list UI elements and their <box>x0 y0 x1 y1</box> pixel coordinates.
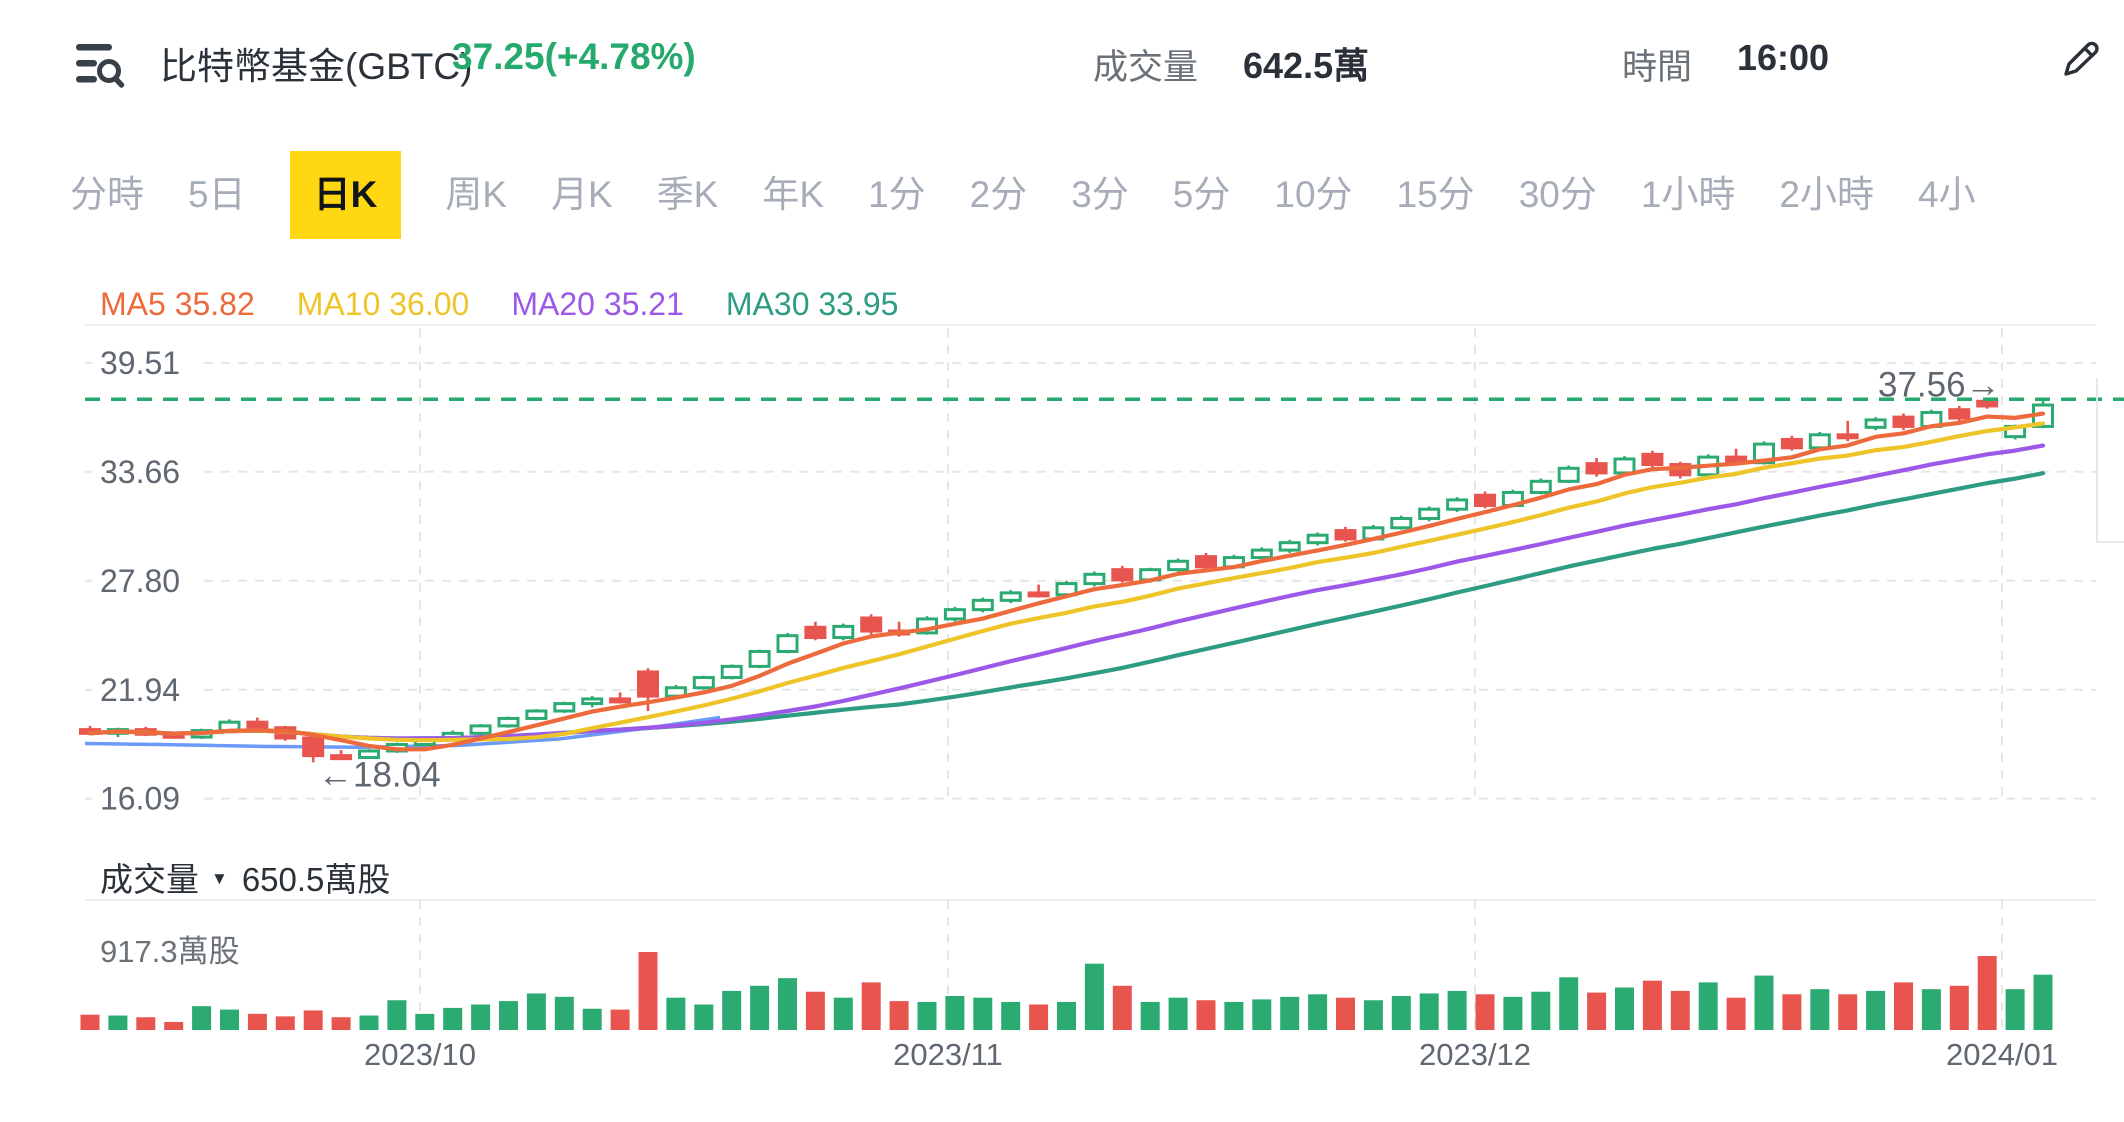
x-axis-month-label: 2023/12 <box>1419 1037 1531 1072</box>
candlestick-chart[interactable]: 39.51 33.66 27.80 21.94 16.09 37.56→ ←18.04 <box>0 318 2124 820</box>
tab-1小時[interactable]: 1小時 <box>1640 174 1736 215</box>
tab-周K[interactable]: 周K <box>445 174 507 215</box>
tab-3分[interactable]: 3分 <box>1071 174 1129 215</box>
ma-legend-item: MA10 36.00 <box>296 286 470 322</box>
tab-5分[interactable]: 5分 <box>1172 174 1231 215</box>
tab-1分[interactable]: 1分 <box>868 174 926 215</box>
edit-pencil-icon[interactable] <box>2058 34 2106 82</box>
volume-pane-header: 成交量 ▼ 650.5萬股 <box>100 853 390 901</box>
tab-年K[interactable]: 年K <box>762 174 825 215</box>
y-axis-tick: 39.51 <box>100 345 180 381</box>
price-change: 37.25(+4.78%) <box>452 36 696 77</box>
y-axis-tick: 16.09 <box>100 781 180 817</box>
y-axis-tick: 33.66 <box>100 454 180 490</box>
tab-30分[interactable]: 30分 <box>1518 174 1597 215</box>
tab-2小時[interactable]: 2小時 <box>1779 174 1874 215</box>
tab-2分[interactable]: 2分 <box>969 174 1028 215</box>
tab-4小[interactable]: 4小 <box>1918 174 1976 215</box>
time-label: 時間 <box>1622 48 1693 87</box>
ma-legend-item: MA30 33.95 <box>725 286 899 322</box>
period-tab-bar: 分時 5日 日K 周K 月K 季K 年K 1分 2分 3分 5分 10分 15分 30分 1小時 2小時 4小 <box>0 150 2124 240</box>
volume-dropdown-icon[interactable]: ▼ <box>211 869 228 888</box>
x-axis-month-label: 2023/10 <box>364 1037 476 1072</box>
volume-label: 成交量 <box>1093 48 1199 87</box>
tab-月K[interactable]: 月K <box>551 174 613 215</box>
watchlist-search-icon[interactable] <box>74 40 128 92</box>
high-price-annotation: 37.56→ <box>1878 365 2001 404</box>
y-axis-tick: 21.94 <box>100 672 180 708</box>
low-price-annotation: ←18.04 <box>318 755 441 794</box>
volume-current-value: 650.5萬股 <box>241 861 391 898</box>
tab-分時[interactable]: 分時 <box>70 174 144 215</box>
instrument-title: 比特幣基金(GBTC) <box>160 46 473 87</box>
volume-chart[interactable]: 2023/10 2023/11 2023/12 2024/01 <box>0 895 2124 1095</box>
tab-日K[interactable]: 日K <box>289 151 402 239</box>
tab-5日[interactable]: 5日 <box>188 174 246 215</box>
time-value: 16:00 <box>1737 37 1830 78</box>
x-axis-month-label: 2023/11 <box>893 1037 1003 1072</box>
tab-15分[interactable]: 15分 <box>1396 174 1475 215</box>
tab-季K[interactable]: 季K <box>656 174 719 215</box>
ma-legend-item: MA20 35.21 <box>511 286 684 322</box>
volume-max-label: 917.3萬股 <box>100 934 240 969</box>
header: 比特幣基金(GBTC) 37.25(+4.78%) 成交量 642.5萬 時間 … <box>0 0 2124 110</box>
ma-legend: MA5 35.82 MA10 36.00 MA20 35.21 MA30 33.95 <box>100 286 898 323</box>
volume-pane-title: 成交量 <box>100 861 199 898</box>
ma-legend-item: MA5 35.82 <box>100 286 255 322</box>
tab-10分[interactable]: 10分 <box>1274 174 1353 215</box>
volume-value: 642.5萬 <box>1243 45 1370 86</box>
y-axis-tick: 27.80 <box>100 563 180 599</box>
x-axis-month-label: 2024/01 <box>1946 1037 2058 1072</box>
